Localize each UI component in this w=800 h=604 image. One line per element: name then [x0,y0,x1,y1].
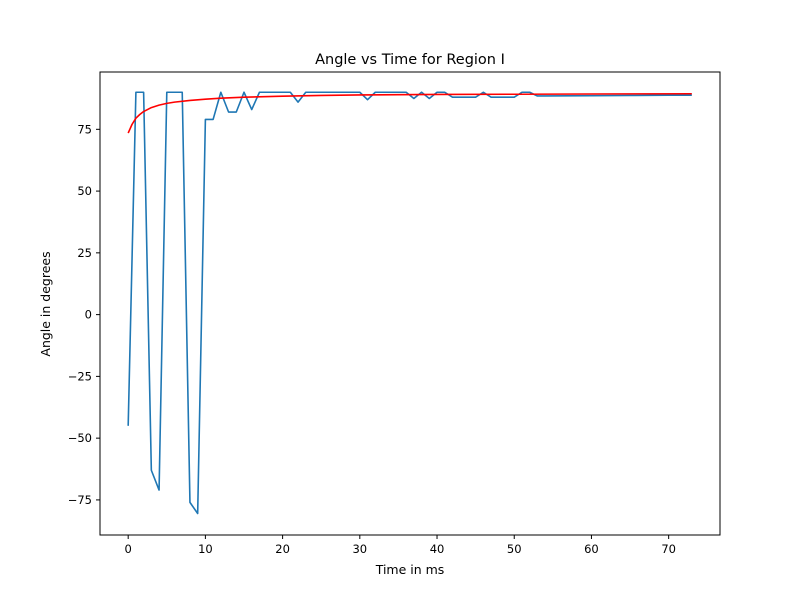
series-line-1 [127,91,692,515]
x-tick-label: 20 [275,542,290,556]
y-tick-label: −50 [68,431,92,445]
y-tick-label: 0 [85,308,92,322]
x-tick-label: 70 [661,542,676,556]
series-line-2 [127,92,692,134]
series-layer [127,91,692,515]
x-tick-label: 10 [198,542,213,556]
x-tick-label: 30 [352,542,367,556]
x-tick-label: 0 [125,542,132,556]
y-axis-ticks: −75 −50 −25 0 25 50 75 [68,122,100,507]
x-tick-label: 60 [584,542,599,556]
x-axis-label: Time in ms [375,562,445,577]
y-tick-label: 50 [77,184,92,198]
plot-frame [99,71,721,536]
x-axis-ticks: 0 10 20 30 40 50 60 70 [125,535,676,556]
y-axis-label: Angle in degrees [38,251,53,356]
x-tick-label: 40 [430,542,445,556]
chart-title: Angle vs Time for Region I [315,52,505,68]
y-tick-label: −25 [68,369,92,383]
x-tick-label: 50 [507,542,522,556]
y-tick-label: 25 [77,246,92,260]
y-tick-label: 75 [77,122,92,136]
y-tick-label: −75 [68,493,92,507]
